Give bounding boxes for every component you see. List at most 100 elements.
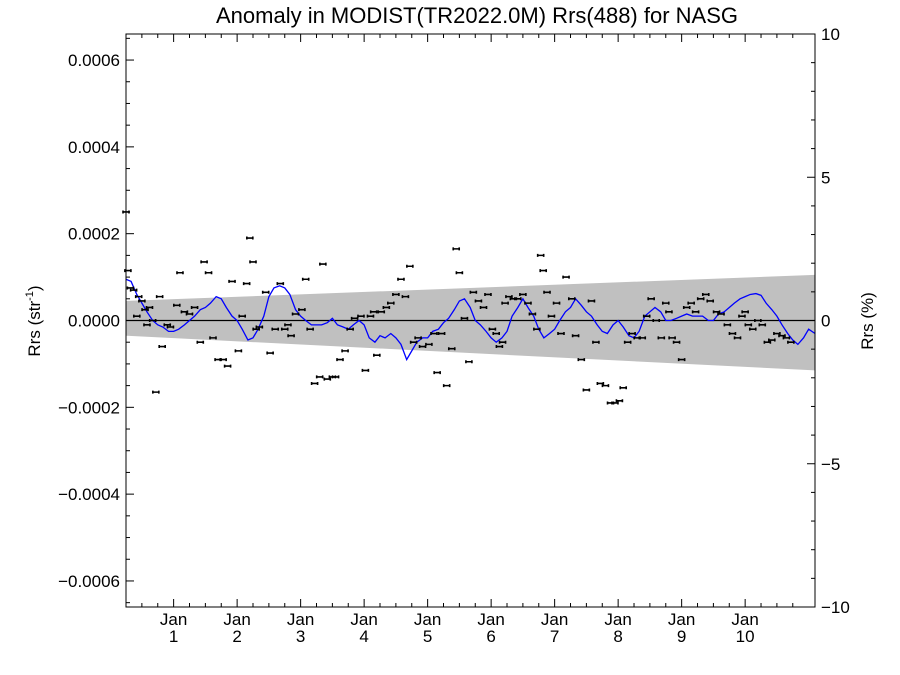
data-point xyxy=(638,336,647,340)
data-point xyxy=(401,295,410,299)
data-point xyxy=(425,342,433,346)
data-point xyxy=(528,312,537,316)
data-point xyxy=(677,358,686,362)
data-point xyxy=(284,323,292,327)
data-point xyxy=(249,260,257,264)
data-point xyxy=(615,399,624,403)
data-point xyxy=(336,358,344,362)
y-tick-label-left: −0.0004 xyxy=(58,485,120,504)
data-point xyxy=(180,310,189,314)
x-tick-label-year: 7 xyxy=(550,627,559,646)
data-point xyxy=(642,314,651,318)
data-point xyxy=(397,277,405,281)
x-tick-label-year: 5 xyxy=(423,627,432,646)
data-point xyxy=(387,301,395,305)
data-point xyxy=(382,305,391,309)
series-line-model xyxy=(126,278,815,362)
data-point xyxy=(552,301,561,305)
x-tick-label-month: Jan xyxy=(477,610,504,629)
data-point xyxy=(185,312,194,316)
data-point xyxy=(691,310,700,314)
data-point xyxy=(465,360,473,364)
data-point xyxy=(366,314,375,318)
data-point xyxy=(539,269,548,273)
x-tick-label-month: Jan xyxy=(414,610,441,629)
uncertainty-envelope xyxy=(126,274,815,371)
data-point xyxy=(488,327,497,331)
data-point xyxy=(596,381,605,385)
data-point xyxy=(782,336,791,340)
data-point xyxy=(442,384,451,388)
data-point xyxy=(246,236,254,240)
x-tick-label-month: Jan xyxy=(604,610,631,629)
data-point xyxy=(409,340,418,344)
data-point xyxy=(723,323,732,327)
data-point xyxy=(543,290,551,294)
x-tick-label-year: 4 xyxy=(359,627,368,646)
data-point xyxy=(377,310,386,314)
data-point xyxy=(696,297,705,301)
y-tick-label-right: −5 xyxy=(821,455,840,474)
x-tick-label-month: Jan xyxy=(350,610,377,629)
data-point xyxy=(524,301,532,305)
data-point xyxy=(657,336,666,340)
data-point xyxy=(357,314,365,318)
x-tick-label-year: 1 xyxy=(169,627,178,646)
data-point xyxy=(741,310,749,314)
data-point xyxy=(148,319,157,322)
y-tick-label-left: −0.0006 xyxy=(58,572,120,591)
data-point xyxy=(768,338,776,342)
data-point xyxy=(505,295,513,299)
data-point xyxy=(492,332,501,336)
data-point xyxy=(682,305,691,309)
data-point xyxy=(623,340,632,344)
data-point xyxy=(668,336,676,340)
data-point xyxy=(763,340,772,344)
data-point xyxy=(787,340,795,344)
data-point xyxy=(228,279,236,283)
data-point xyxy=(145,305,154,309)
y-axis-label-right: Rrs (%) xyxy=(858,292,877,350)
data-point xyxy=(204,271,213,275)
x-tick-label-month: Jan xyxy=(160,610,187,629)
data-point xyxy=(514,297,522,301)
data-point xyxy=(315,375,324,379)
data-point xyxy=(298,308,306,312)
data-point xyxy=(447,347,456,351)
chart-title: Anomaly in MODIST(TR2022.0M) Rrs(488) fo… xyxy=(216,3,738,28)
data-point xyxy=(361,368,370,372)
data-point xyxy=(238,314,247,318)
data-point xyxy=(319,262,327,266)
y-tick-label-right: 10 xyxy=(821,25,840,44)
data-point xyxy=(717,312,725,316)
y-tick-label-left: 0.0004 xyxy=(68,138,120,157)
data-point xyxy=(234,349,243,353)
data-point xyxy=(141,308,149,312)
data-point xyxy=(242,282,251,286)
data-point xyxy=(173,303,181,307)
data-point xyxy=(479,305,488,309)
x-tick-label-year: 3 xyxy=(296,627,305,646)
y-tick-label-right: 0 xyxy=(821,312,830,331)
data-point xyxy=(652,319,661,322)
data-point xyxy=(484,292,492,296)
data-point xyxy=(155,295,164,299)
data-point xyxy=(665,310,673,314)
data-point xyxy=(601,384,610,388)
data-point xyxy=(266,351,274,355)
data-point xyxy=(373,353,381,357)
data-point xyxy=(460,316,469,320)
data-point xyxy=(748,327,757,331)
data-point xyxy=(738,314,746,318)
data-point xyxy=(562,275,570,279)
x-tick-label-year: 2 xyxy=(232,627,241,646)
data-point xyxy=(176,271,184,275)
plot-area: 0.0006 0.0004 0.0002 0.0000 −0.0002 −0.0004 −0… xyxy=(58,25,850,646)
data-point xyxy=(341,349,349,353)
data-point xyxy=(287,334,295,338)
data-point xyxy=(469,290,478,294)
data-point xyxy=(474,299,483,303)
x-tick-label-year: 9 xyxy=(677,627,686,646)
data-point xyxy=(501,301,509,305)
data-point xyxy=(571,334,580,338)
